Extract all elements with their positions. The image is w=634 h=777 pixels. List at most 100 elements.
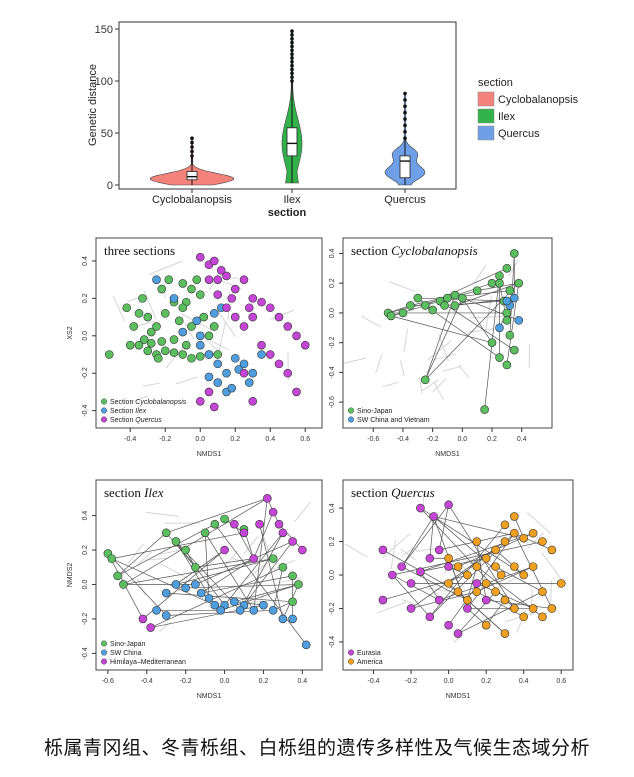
nmds-background-arrow (401, 599, 419, 607)
nmds-point-america (500, 537, 510, 546)
nmds-background-arrow (343, 357, 367, 364)
nmds-background-arrow (527, 512, 552, 535)
nmds-point-america (519, 533, 529, 543)
nmds-x-tick-label: -0.4 (367, 678, 379, 685)
nmds-connection-line (390, 315, 493, 344)
nmds-point-quercus (227, 294, 237, 303)
nmds-x-tick-label: 0.0 (457, 436, 467, 443)
nmds-point-america (547, 545, 557, 555)
violin-outlier-point (403, 110, 407, 115)
nmds-point-sino-japan (420, 375, 430, 385)
nmds-point-ilex (209, 309, 219, 318)
nmds-legend-name: Ilex (135, 408, 146, 415)
nmds-x-tick-label: 0.6 (300, 436, 310, 443)
nmds-background-arrow (217, 310, 236, 337)
nmds-point-sw-china (259, 600, 268, 610)
nmds-point-sino-japan (450, 290, 460, 300)
violin-x-tick-label: Cyclobalanopsis (152, 194, 233, 206)
figure-caption: 栎属青冈组、冬青栎组、白栎组的遗传多样性及气候生态域分析 (43, 737, 590, 759)
nmds-point-america (496, 570, 506, 580)
nmds-point-cyclobalanopsis (192, 275, 202, 284)
violin-x-axis-label: section (268, 207, 307, 219)
violin-outlier-point (403, 104, 407, 109)
nmds-point-america (481, 553, 491, 563)
violin-chart: Genetic distance section section Cyclobal… (87, 21, 579, 219)
nmds-point-sino-japan (514, 278, 524, 288)
nmds-point-sino-japan (288, 597, 297, 607)
nmds-connection-line (278, 523, 303, 551)
nmds-legend-label: Eurasia (357, 650, 381, 657)
nmds-point-cyclobalanopsis (125, 340, 135, 350)
nmds-connection-line (429, 516, 434, 559)
nmds-point-sw-china (235, 606, 245, 615)
nmds-connection-line (233, 524, 255, 559)
nmds-point-sino-japan (502, 316, 512, 325)
nmds-point-eurasia (387, 570, 397, 580)
nmds-point-sw-china (161, 588, 171, 598)
nmds-background-arrow (400, 548, 416, 561)
nmds-point-eurasia (397, 562, 406, 571)
nmds-x-axis-label: NMDS1 (446, 693, 471, 700)
nmds-point-sw-china (288, 614, 297, 624)
nmds-y-tick-label: -0.4 (82, 647, 89, 659)
nmds-panel-title: section Quercus (351, 485, 435, 500)
nmds-point-sino-japan (268, 554, 278, 563)
nmds-legend-marker (100, 407, 107, 414)
nmds-point-ilex (244, 378, 254, 387)
nmds-point-cyclobalanopsis (178, 303, 188, 313)
nmds-connection-line (123, 498, 268, 585)
nmds-connection-line (392, 574, 440, 601)
nmds-background-arrow (403, 328, 409, 353)
nmds-legend-prefix: Section (110, 408, 135, 415)
nmds-point-sw-china (181, 583, 190, 593)
nmds-y-tick-label: 0.4 (82, 511, 89, 521)
nmds-connection-line (420, 532, 534, 572)
nmds-point-ilex (213, 378, 223, 387)
nmds-point-ilex (195, 340, 205, 350)
nmds-point-cyclobalanopsis (143, 346, 153, 356)
nmds-point-eurasia (378, 545, 388, 555)
nmds-connection-line (253, 498, 268, 611)
nmds-point-america (491, 587, 500, 597)
nmds-point-himilaya-mediterranean (229, 519, 239, 529)
nmds-point-cyclobalanopsis (160, 346, 170, 356)
nmds-point-sw-china (161, 611, 171, 620)
nmds-background-arrow (138, 320, 155, 327)
nmds-background-arrow (377, 601, 407, 614)
nmds-point-quercus (244, 303, 254, 313)
nmds-point-sino-japan (107, 554, 117, 563)
nmds-point-sino-japan (472, 286, 482, 295)
nmds-connection-line (234, 584, 299, 603)
nmds-point-quercus (222, 303, 231, 313)
nmds-y-axis-label: NMDS2 (67, 563, 74, 588)
nmds-point-himilaya-mediterranean (220, 545, 229, 555)
nmds-point-america (472, 537, 482, 546)
violin-outlier-point (403, 98, 407, 102)
nmds-connection-line (234, 601, 264, 606)
nmds-panel-3: -0.6 -0.4 -0.2 0.0 0.2 0.4 -0.4 -0.2 0.0 0.2 0.4 NM… (67, 479, 323, 700)
nmds-point-quercus (265, 350, 275, 359)
nmds-connection-line (420, 557, 487, 572)
nmds-point-cyclobalanopsis (129, 322, 139, 331)
nmds-connection-line (392, 574, 431, 618)
nmds-point-america (481, 620, 491, 630)
nmds-point-sino-japan (510, 345, 519, 355)
nmds-point-himilaya-mediterranean (298, 545, 307, 555)
nmds-point-america (519, 570, 529, 580)
nmds-background-arrow (375, 354, 383, 374)
nmds-background-arrow (161, 563, 189, 580)
nmds-connection-line (401, 516, 434, 567)
nmds-point-eurasia (444, 500, 453, 510)
nmds-point-america (538, 612, 547, 622)
nmds-point-cyclobalanopsis (174, 316, 184, 326)
nmds-point-cyclobalanopsis (178, 350, 188, 359)
nmds-point-sino-japan (502, 264, 512, 273)
nmds-legend-name: Cyclobalanopsis (135, 399, 186, 406)
nmds-x-tick-label: 0.2 (481, 678, 491, 685)
nmds-point-america (481, 579, 491, 588)
nmds-point-america (491, 562, 500, 571)
violin-box (186, 171, 198, 181)
nmds-x-tick-label: -0.4 (397, 436, 409, 443)
nmds-background-arrow (400, 360, 405, 376)
nmds-connection-line (382, 574, 468, 601)
